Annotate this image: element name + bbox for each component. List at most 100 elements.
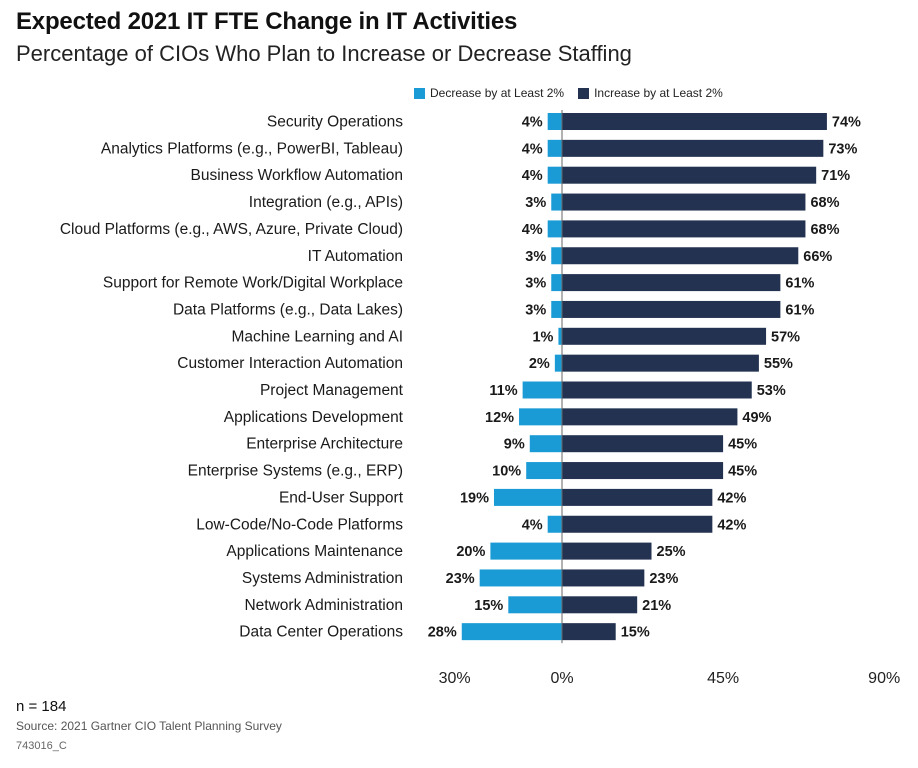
- data-label-decrease: 4%: [522, 168, 543, 184]
- data-label-decrease: 10%: [492, 464, 521, 480]
- data-label-increase: 53%: [757, 383, 786, 399]
- bar-decrease: [479, 569, 562, 587]
- bar-decrease: [490, 542, 562, 560]
- bar-increase: [562, 354, 759, 372]
- bar-decrease: [554, 354, 562, 372]
- data-label-increase: 57%: [771, 329, 800, 345]
- bar-decrease: [547, 220, 562, 238]
- bar-increase: [562, 113, 827, 130]
- category-label: Enterprise Architecture: [246, 436, 403, 453]
- bar-decrease: [519, 408, 562, 426]
- category-label: Applications Maintenance: [226, 543, 403, 560]
- bar-decrease: [551, 274, 562, 292]
- data-label-increase: 55%: [764, 356, 793, 372]
- data-label-increase: 71%: [821, 168, 850, 184]
- category-label: Enterprise Systems (e.g., ERP): [188, 463, 403, 480]
- figure-id: 743016_C: [16, 740, 67, 752]
- bar-decrease: [461, 623, 562, 641]
- chart-title: Expected 2021 IT FTE Change in IT Activi…: [16, 8, 518, 35]
- data-label-increase: 61%: [785, 276, 814, 292]
- bar-increase: [562, 623, 616, 641]
- data-label-decrease: 4%: [522, 517, 543, 533]
- category-label: Applications Development: [224, 409, 404, 426]
- bar-decrease: [547, 139, 562, 157]
- data-label-decrease: 4%: [522, 141, 543, 157]
- bar-decrease: [547, 166, 562, 184]
- bar-decrease: [529, 435, 562, 453]
- category-label: Business Workflow Automation: [190, 167, 403, 184]
- bar-increase: [562, 193, 806, 211]
- data-label-increase: 68%: [810, 195, 839, 211]
- data-label-increase: 45%: [728, 464, 757, 480]
- data-label-decrease: 3%: [525, 276, 546, 292]
- bar-increase: [562, 569, 645, 587]
- legend-item-decrease: Decrease by at Least 2%: [414, 86, 564, 100]
- data-label-decrease: 3%: [525, 195, 546, 211]
- category-label: Customer Interaction Automation: [177, 355, 403, 372]
- data-label-decrease: 23%: [446, 571, 475, 587]
- bar-increase: [562, 408, 738, 426]
- x-tick-label: 45%: [707, 670, 739, 687]
- bar-decrease: [493, 488, 562, 506]
- data-label-increase: 23%: [649, 571, 678, 587]
- legend: Decrease by at Least 2% Increase by at L…: [414, 86, 737, 100]
- data-label-increase: 73%: [828, 141, 857, 157]
- bar-increase: [562, 515, 713, 533]
- source-note: Source: 2021 Gartner CIO Talent Planning…: [16, 719, 282, 733]
- data-label-increase: 42%: [717, 490, 746, 506]
- bar-decrease: [526, 462, 562, 480]
- category-label: Machine Learning and AI: [232, 328, 403, 345]
- bar-decrease: [522, 381, 562, 399]
- legend-label-increase: Increase by at Least 2%: [594, 86, 723, 100]
- category-label: Analytics Platforms (e.g., PowerBI, Tabl…: [101, 140, 403, 157]
- bar-decrease: [551, 247, 562, 265]
- data-label-decrease: 20%: [456, 544, 485, 560]
- bar-increase: [562, 300, 781, 318]
- data-label-decrease: 19%: [460, 490, 489, 506]
- x-tick-label: 0%: [550, 670, 573, 687]
- sample-size: n = 184: [16, 698, 67, 715]
- legend-swatch-increase: [578, 87, 590, 99]
- bar-increase: [562, 488, 713, 506]
- bar-decrease: [558, 327, 562, 345]
- bar-increase: [562, 381, 752, 399]
- category-label: Systems Administration: [242, 570, 403, 587]
- bar-increase: [562, 139, 824, 157]
- legend-item-increase: Increase by at Least 2%: [578, 86, 723, 100]
- legend-swatch-decrease: [414, 87, 425, 99]
- data-label-decrease: 12%: [485, 410, 514, 426]
- category-label: Cloud Platforms (e.g., AWS, Azure, Priva…: [60, 221, 403, 238]
- data-label-decrease: 11%: [489, 383, 517, 399]
- category-label: Support for Remote Work/Digital Workplac…: [103, 275, 403, 292]
- bar-increase: [562, 596, 638, 614]
- category-label: Project Management: [260, 382, 404, 399]
- data-label-increase: 61%: [785, 302, 814, 318]
- data-label-increase: 45%: [728, 437, 757, 453]
- data-label-decrease: 2%: [529, 356, 550, 372]
- data-label-decrease: 9%: [504, 437, 525, 453]
- x-tick-label: 30%: [439, 670, 471, 687]
- data-label-decrease: 3%: [525, 249, 546, 265]
- x-tick-label: 90%: [868, 670, 900, 687]
- category-label: IT Automation: [308, 248, 403, 265]
- bar-increase: [562, 435, 724, 453]
- data-label-increase: 68%: [810, 222, 839, 238]
- bar-increase: [562, 220, 806, 238]
- legend-label-decrease: Decrease by at Least 2%: [430, 86, 565, 100]
- data-label-decrease: 3%: [525, 302, 546, 318]
- bar-decrease: [508, 596, 562, 614]
- data-label-decrease: 4%: [522, 222, 543, 238]
- data-label-decrease: 28%: [428, 625, 457, 641]
- bar-increase: [562, 274, 781, 292]
- bar-increase: [562, 327, 767, 345]
- category-label: Integration (e.g., APIs): [249, 194, 403, 211]
- data-label-decrease: 1%: [532, 329, 553, 345]
- category-label: Data Platforms (e.g., Data Lakes): [173, 301, 403, 318]
- bar-increase: [562, 542, 652, 560]
- category-label: Network Administration: [244, 597, 403, 614]
- data-label-decrease: 4%: [522, 115, 543, 131]
- category-label: Security Operations: [267, 114, 403, 131]
- data-label-increase: 15%: [621, 625, 650, 641]
- data-label-increase: 25%: [657, 544, 686, 560]
- category-label: Low-Code/No-Code Platforms: [196, 516, 403, 533]
